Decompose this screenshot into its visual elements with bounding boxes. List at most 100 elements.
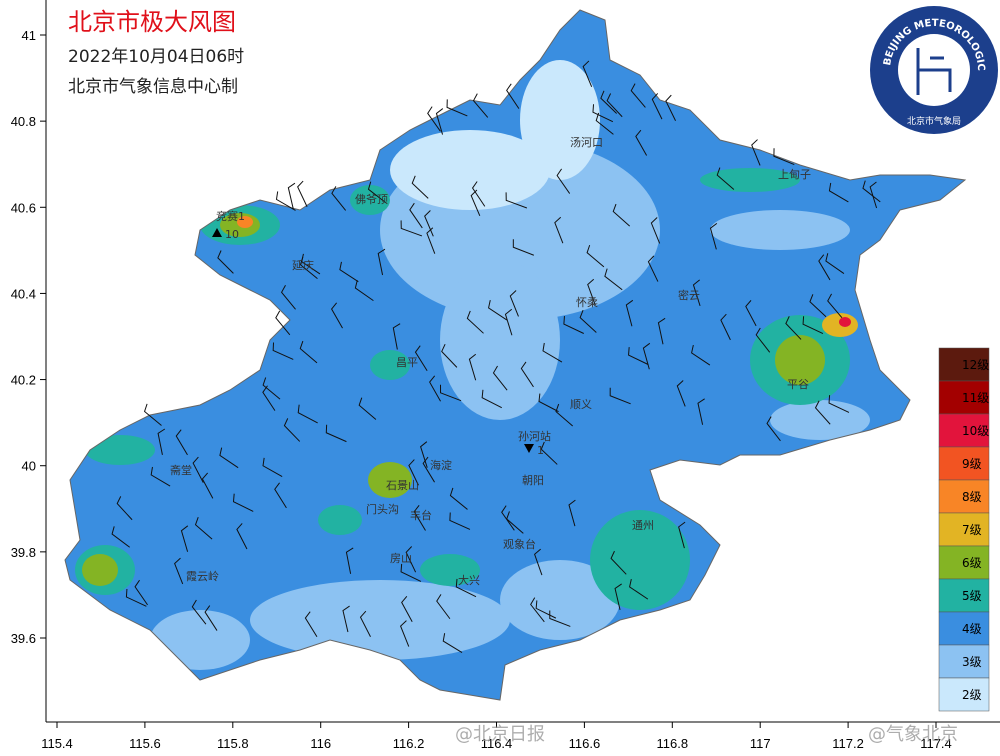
legend-swatch [938, 512, 990, 547]
wind-barb [470, 189, 481, 217]
wind-barb [745, 300, 757, 327]
wind-barb [392, 323, 401, 350]
wind-barb [111, 526, 131, 548]
wind-barb [125, 588, 147, 607]
wind-barb [116, 496, 133, 521]
wind-barb [488, 299, 508, 321]
wind-barb [538, 393, 559, 413]
wind-barb [134, 579, 148, 606]
wind-barb [642, 342, 651, 370]
wind-barb [755, 327, 771, 353]
legend-swatch [938, 380, 990, 415]
wind-barb [174, 557, 184, 585]
wind-barb [579, 309, 597, 333]
wind-barb [192, 456, 204, 483]
station-label: 顺义 [570, 398, 592, 411]
station-label: 观象台 [503, 537, 536, 551]
wind-barb [201, 472, 214, 499]
wind-barb [625, 299, 634, 327]
wind-barb [297, 180, 308, 207]
title: 北京市极大风图 [68, 8, 236, 36]
wind-barbs [111, 60, 881, 653]
wind-barb [262, 457, 283, 478]
wind-barb [481, 389, 502, 409]
wind-barb [219, 447, 239, 469]
wind-barb [563, 316, 584, 334]
wind-barb [399, 620, 410, 647]
station-marker [524, 444, 534, 453]
wind-barb [785, 316, 802, 340]
wind-barb [506, 83, 520, 109]
marker-label: 孙河站 [518, 429, 551, 443]
wind-barb [869, 181, 878, 209]
watermark: @气象北京 [868, 724, 958, 745]
wind-barb [359, 610, 371, 637]
wind-barb [354, 280, 374, 302]
x-tick-label: 116.4 [481, 736, 513, 751]
wind-barb [339, 261, 359, 283]
wind-barb [455, 578, 477, 598]
legend-swatch [938, 611, 990, 646]
watermark: @北京日报 [455, 724, 545, 745]
wind-barb [194, 517, 213, 540]
wind-barb [628, 347, 649, 366]
wind-barb [814, 400, 831, 425]
station-label: 丰台 [410, 508, 432, 522]
wind-barb [554, 216, 564, 244]
wind-barb [275, 310, 291, 336]
station-label: 朝阳 [522, 474, 544, 487]
wind-barb [827, 293, 843, 319]
wind-barb [542, 342, 563, 363]
wind-barb [818, 254, 831, 281]
wind-barb [275, 191, 296, 211]
station-label: 房山 [390, 552, 412, 565]
station-label: 上甸子 [778, 168, 811, 181]
wind-barb [367, 181, 387, 204]
wind-barb [604, 268, 623, 291]
wind-barb [809, 294, 827, 318]
wind-barb [549, 610, 571, 627]
wind-barb [651, 93, 663, 120]
legend-swatch [938, 446, 990, 481]
station-label: 大兴 [458, 573, 480, 587]
legend: 12级 11级 10级 9级 8级 7级 6级 5级 4级 3级 2级 [938, 347, 990, 712]
legend-swatch [938, 545, 990, 580]
wind-barb [592, 104, 614, 123]
station-label: 通州 [632, 519, 654, 532]
wind-barb [716, 167, 735, 190]
legend-label: 8级 [962, 490, 982, 504]
legend-swatch [938, 578, 990, 613]
x-tick-label: 115.6 [129, 736, 161, 751]
wind-barb [720, 313, 731, 341]
station-label: 昌平 [396, 356, 418, 369]
wind-barb [520, 361, 534, 388]
wind-barb [422, 456, 435, 483]
legend-label: 3级 [962, 655, 982, 669]
marker-label: 1 [537, 444, 544, 457]
wind-barb [435, 108, 444, 135]
legend-label: 12级 [962, 358, 989, 372]
station-label: 石景山 [386, 479, 419, 492]
wind-barb [143, 403, 162, 426]
legend-swatch [938, 479, 990, 514]
wind-barb [600, 90, 617, 114]
station-label: 门头沟 [366, 502, 399, 516]
wind-barb [697, 398, 705, 425]
legend-label: 9级 [962, 457, 982, 471]
wind-barb [342, 605, 350, 633]
wind-barb [304, 611, 318, 638]
y-tick-label: 40.8 [11, 114, 36, 129]
legend-label: 2级 [962, 688, 982, 702]
wind-barb [446, 99, 468, 117]
y-tick-label: 40.4 [11, 286, 36, 301]
wind-barb [512, 239, 535, 256]
wind-barb [262, 385, 276, 411]
wind-barb [609, 387, 631, 405]
station-label: 佛爷顶 [355, 192, 388, 206]
wind-barb [828, 395, 850, 413]
wind-barb [436, 594, 451, 620]
wind-barb [629, 578, 649, 600]
wind-barb [504, 308, 513, 336]
legend-label: 10级 [962, 424, 989, 438]
